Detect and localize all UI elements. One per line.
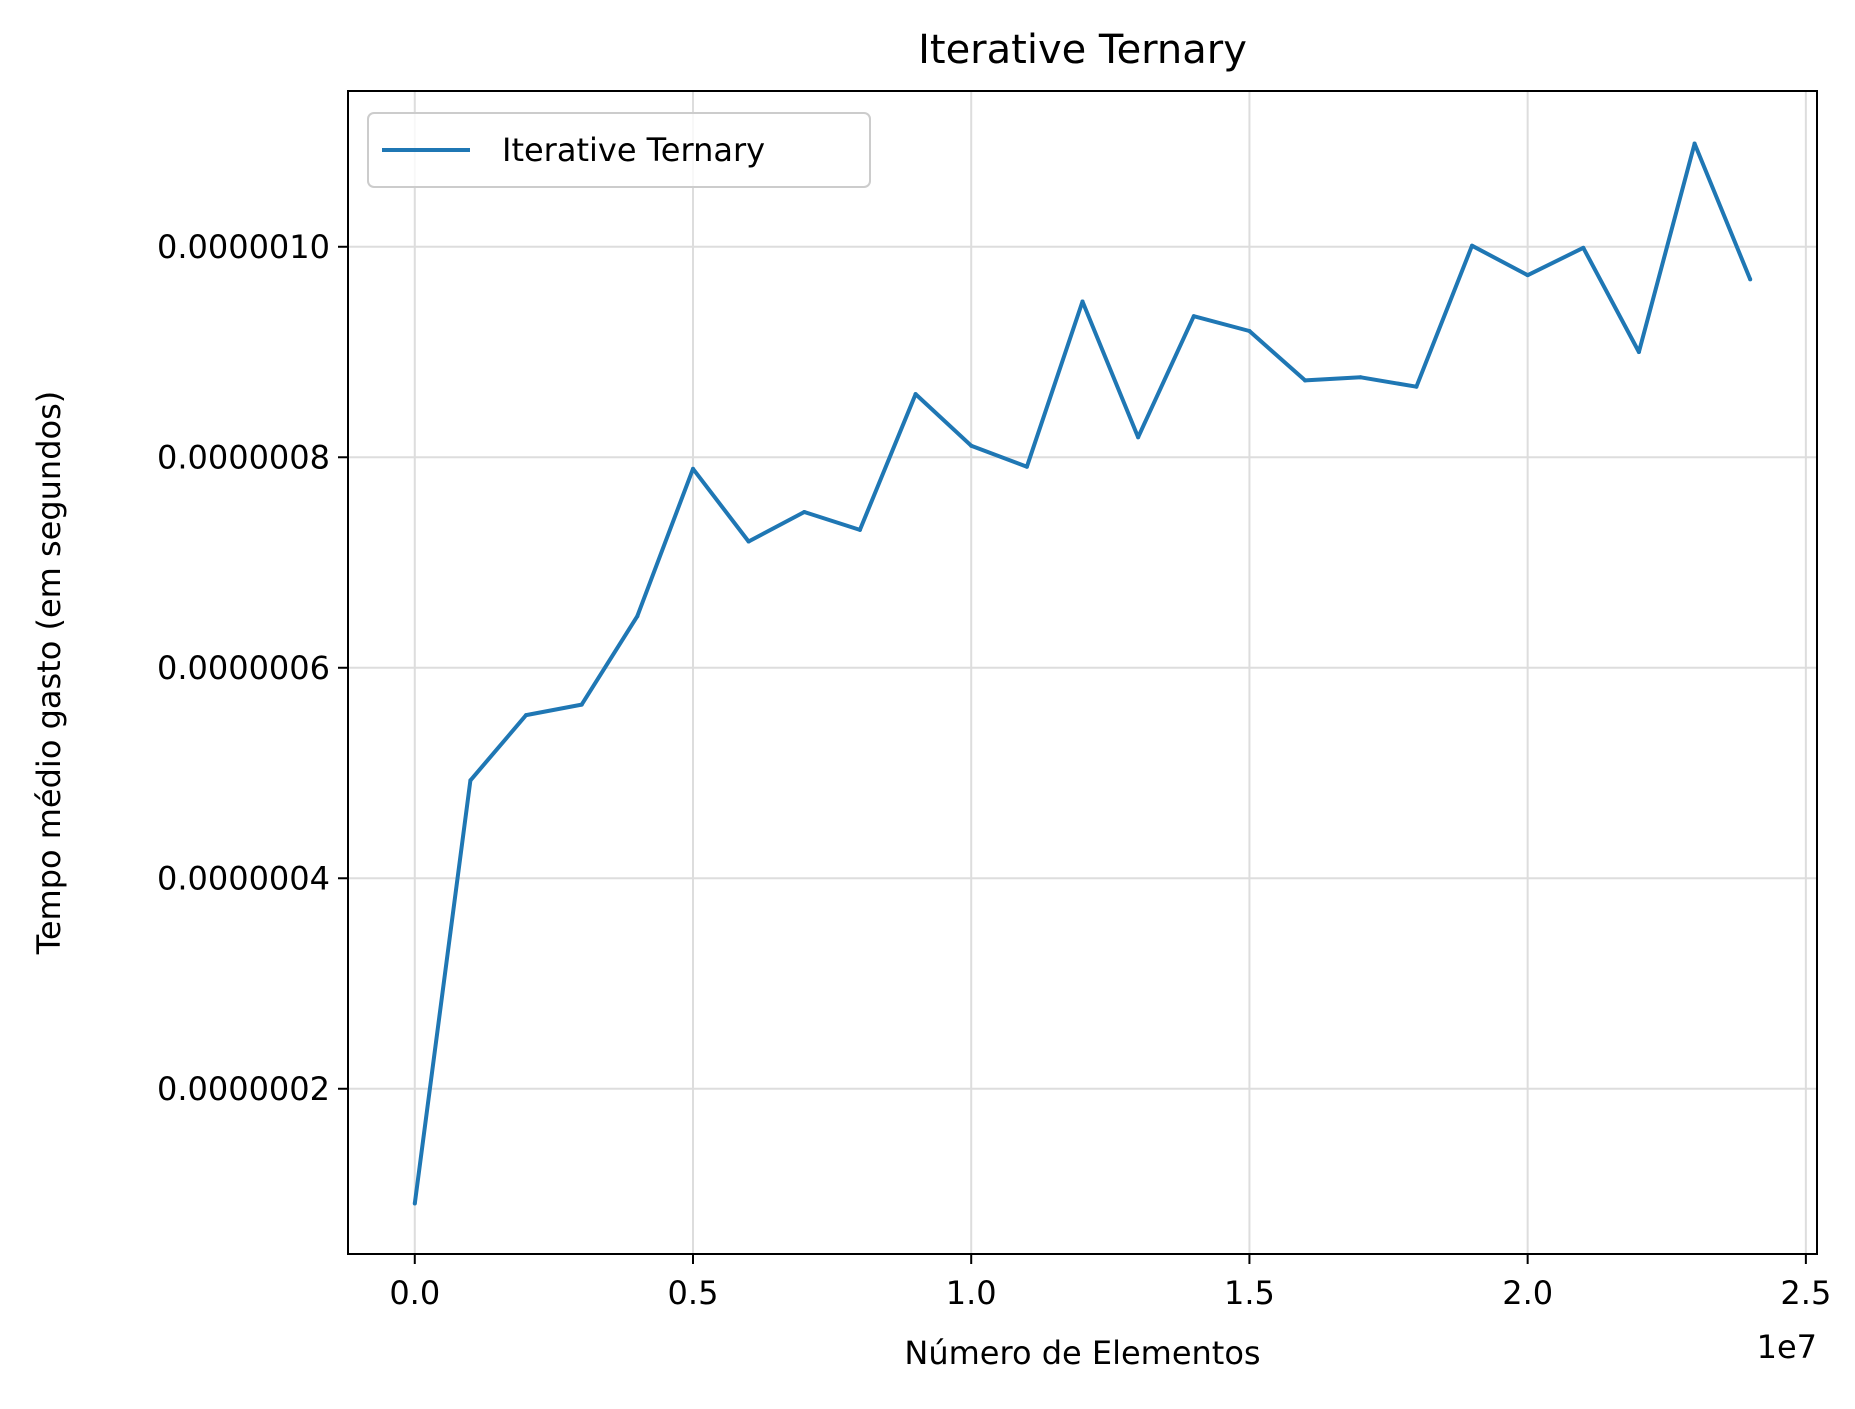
x-tick-label: 2.5 <box>1780 1274 1831 1312</box>
legend: Iterative Ternary <box>367 112 871 188</box>
chart-title: Iterative Ternary <box>918 27 1247 73</box>
data-point <box>1080 299 1085 304</box>
x-tick-label: 1.5 <box>1224 1274 1275 1312</box>
x-tick-label: 0.5 <box>668 1274 719 1312</box>
data-point <box>1748 277 1753 282</box>
data-point <box>1191 314 1196 319</box>
data-point <box>468 778 473 783</box>
data-point <box>690 466 695 471</box>
x-tick-label: 2.0 <box>1502 1274 1553 1312</box>
y-tick-label: 0.0000006 <box>157 649 330 687</box>
data-point <box>635 614 640 619</box>
y-tick-label: 0.0000004 <box>157 859 330 897</box>
series-layer <box>412 141 1753 1206</box>
data-point <box>1358 375 1363 380</box>
data-point <box>1303 378 1308 383</box>
data-point <box>1581 245 1586 250</box>
data-point <box>969 443 974 448</box>
ticks: 0.0 0.5 1.0 1.5 2.0 2.5 0.0000002 0.0000004 0.00… <box>157 228 1831 1312</box>
data-point <box>857 527 862 532</box>
y-axis-label: Tempo médio gasto (em segundos) <box>30 391 68 956</box>
data-point <box>1525 273 1530 278</box>
grid <box>348 91 1817 1254</box>
data-point <box>1247 328 1252 333</box>
legend-box <box>367 112 871 188</box>
data-point <box>579 702 584 707</box>
data-point <box>1470 243 1475 248</box>
data-point <box>1024 464 1029 469</box>
plot-frame <box>347 90 1818 1255</box>
x-axis-label: Número de Elementos <box>904 1334 1260 1372</box>
data-point <box>802 509 807 514</box>
data-point <box>412 1201 417 1206</box>
x-axis-offset-label: 1e7 <box>1757 1328 1817 1366</box>
data-point <box>1414 384 1419 389</box>
data-point <box>524 713 529 718</box>
y-tick-label: 0.0000002 <box>157 1070 330 1108</box>
y-tick-label: 0.0000010 <box>157 228 330 266</box>
legend-label: Iterative Ternary <box>502 131 765 169</box>
y-tick-label: 0.0000008 <box>157 438 330 476</box>
data-point <box>1636 350 1641 355</box>
x-tick-label: 0.0 <box>389 1274 440 1312</box>
data-point <box>1136 435 1141 440</box>
x-tick-label: 1.0 <box>946 1274 997 1312</box>
data-point <box>746 539 751 544</box>
data-point <box>1692 141 1697 146</box>
data-point <box>913 392 918 397</box>
